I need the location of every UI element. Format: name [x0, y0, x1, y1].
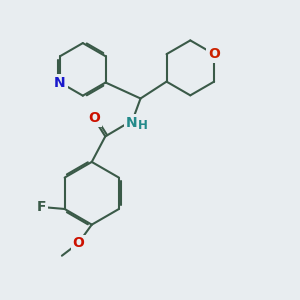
Text: O: O: [72, 236, 84, 250]
Text: O: O: [208, 47, 220, 61]
Text: N: N: [126, 116, 137, 130]
Text: O: O: [88, 112, 100, 125]
Text: F: F: [37, 200, 47, 214]
Text: N: N: [54, 76, 66, 89]
Text: H: H: [138, 119, 148, 132]
